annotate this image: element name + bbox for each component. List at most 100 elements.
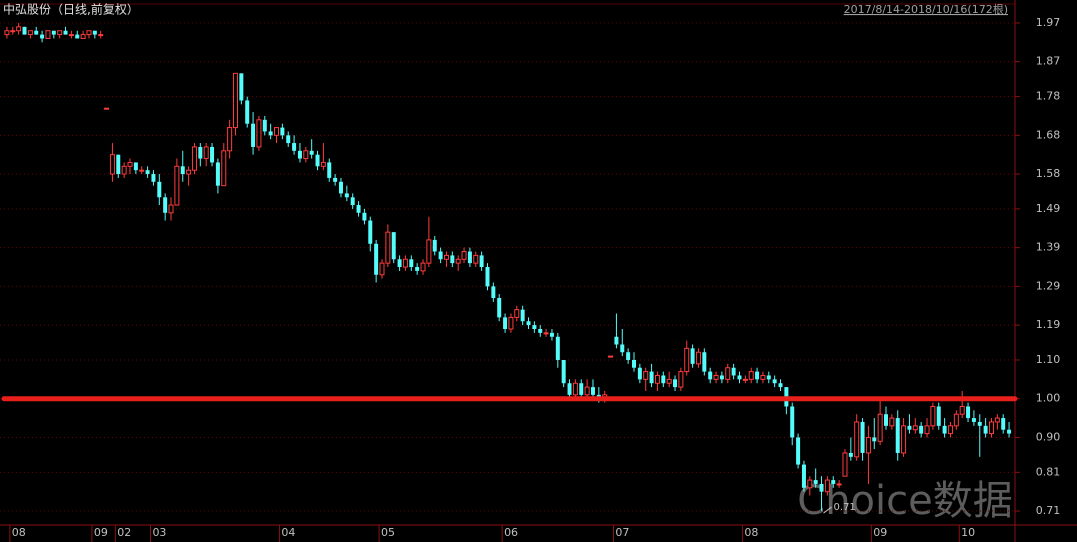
candle-body — [338, 181, 343, 194]
candle-body — [256, 119, 262, 148]
candle-body — [538, 328, 543, 333]
candle-body — [27, 30, 33, 36]
candle-body — [708, 371, 713, 380]
candle-body — [778, 383, 783, 388]
candle-body — [584, 386, 590, 396]
candle-body — [203, 146, 209, 160]
candle-body — [901, 425, 907, 454]
candle-body — [643, 371, 649, 380]
y-tick-label: 1.58 — [1036, 167, 1061, 180]
candle-body — [309, 150, 314, 155]
candle-body — [690, 348, 695, 364]
chart-title: 中弘股份（日线,前复权） — [3, 2, 139, 17]
y-tick-label: 1.49 — [1036, 202, 1061, 215]
candle-body — [579, 383, 584, 395]
candle-body — [977, 421, 982, 426]
candle-body — [801, 464, 806, 488]
candle-body — [391, 232, 396, 260]
candle-body — [409, 259, 414, 268]
candle-body — [590, 387, 595, 395]
x-tick-label: 09 — [873, 526, 887, 539]
candle-body — [719, 375, 724, 380]
candle-body — [684, 347, 690, 373]
candle-body — [953, 413, 959, 427]
candle-body — [959, 405, 965, 415]
candle-body — [191, 146, 197, 171]
candle-body — [40, 34, 45, 39]
x-tick-label: 08 — [12, 526, 26, 539]
candle-body — [988, 421, 994, 435]
candle-body — [497, 298, 502, 318]
candle-body — [520, 309, 525, 322]
candle-body — [983, 425, 988, 434]
candle-body — [766, 375, 771, 380]
candle-body — [397, 259, 402, 268]
candle-body — [508, 316, 514, 330]
candle-body — [139, 169, 145, 172]
x-tick-label: 05 — [381, 526, 395, 539]
candle-body — [854, 421, 860, 458]
candle-body — [10, 30, 16, 33]
candle-body — [157, 181, 162, 198]
candle-body — [455, 258, 461, 264]
candle-body — [936, 406, 941, 426]
x-tick-label: 02 — [117, 526, 131, 539]
candle-body — [198, 146, 203, 159]
candle-body — [661, 375, 666, 384]
x-tick-label: 04 — [281, 526, 295, 539]
candle-body — [836, 483, 842, 486]
candle-body — [262, 119, 267, 132]
x-tick-label: 09 — [94, 526, 108, 539]
candle-body — [912, 425, 918, 431]
candle-body — [180, 166, 185, 175]
candle-body — [884, 414, 888, 426]
candle-body — [362, 212, 367, 221]
candle-body — [971, 418, 976, 422]
candle-body — [865, 436, 871, 454]
y-tick-label: 1.68 — [1036, 128, 1061, 141]
candle-body — [755, 371, 760, 380]
candle-body — [467, 251, 472, 264]
y-tick-label: 1.78 — [1036, 90, 1061, 103]
candle-body — [320, 161, 326, 167]
candle-body — [145, 170, 150, 175]
candle-body — [678, 371, 684, 388]
x-tick-label: 06 — [504, 526, 518, 539]
candle-body — [572, 382, 578, 396]
candle-body — [374, 243, 379, 275]
candle-body — [514, 309, 520, 318]
candle-body — [415, 267, 420, 271]
candle-body — [491, 286, 496, 299]
candle-body — [772, 379, 777, 384]
candle-body — [116, 154, 121, 175]
candle-body — [713, 374, 719, 380]
candle-body — [151, 174, 156, 182]
candle-body — [16, 26, 22, 32]
candle-body — [438, 251, 443, 260]
candle-body — [637, 367, 642, 380]
candle-body — [807, 479, 813, 489]
candle-body — [68, 34, 74, 37]
y-tick-label: 1.29 — [1036, 279, 1061, 292]
candle-body — [848, 452, 853, 457]
candle-body — [620, 344, 625, 353]
candle-body — [450, 255, 455, 264]
candle-body — [51, 30, 56, 35]
candle-body — [725, 367, 731, 380]
x-tick-label: 10 — [961, 526, 975, 539]
candle-body — [813, 480, 818, 484]
x-tick-label: 07 — [615, 526, 629, 539]
candle-body — [227, 127, 233, 152]
candle-body — [485, 267, 490, 287]
candle-body — [245, 100, 250, 124]
candle-body — [22, 26, 27, 35]
y-tick-label: 1.10 — [1036, 353, 1061, 366]
candle-body — [919, 425, 924, 434]
candle-body — [842, 452, 848, 477]
candle-body — [80, 34, 86, 39]
candle-body — [924, 425, 930, 435]
candle-body — [702, 352, 707, 372]
y-tick-label: 1.39 — [1036, 241, 1061, 254]
